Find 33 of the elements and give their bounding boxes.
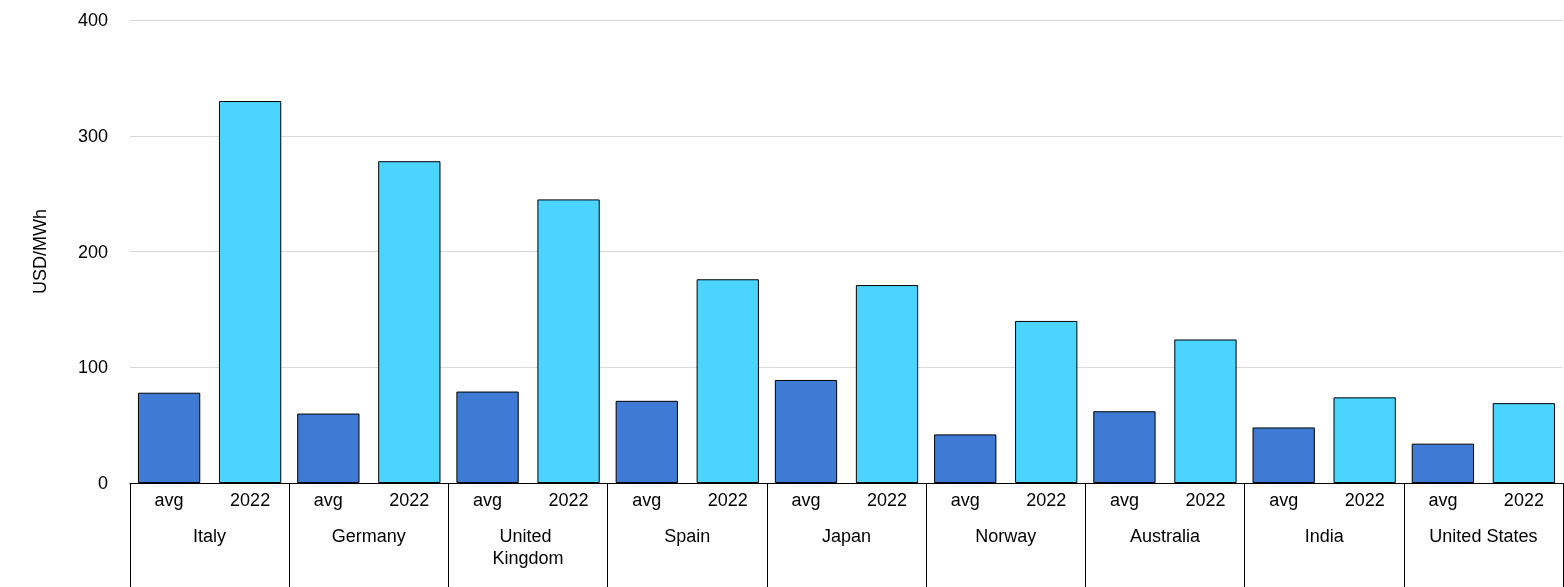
text: 2022 [1344, 490, 1385, 510]
text: avg [1109, 490, 1139, 510]
text: avg [1428, 490, 1458, 510]
text: 2022 [1503, 490, 1544, 510]
x-tick-label: Australia [1129, 526, 1201, 546]
x-tick-label: Spain [664, 526, 711, 546]
text: 2022 [866, 490, 908, 510]
text: avg [313, 490, 343, 510]
x-tick-label: India [1304, 526, 1345, 546]
text: avg [473, 490, 503, 510]
y-tick-label: 0 [97, 473, 108, 493]
x-tick-label: United States [1429, 526, 1538, 546]
text: 2022 [389, 490, 430, 510]
y-tick-label: 100 [77, 357, 108, 378]
y-tick-label: 400 [77, 10, 108, 30]
series-label: avg [154, 490, 184, 510]
x-tick-label: United Kingdom [492, 526, 564, 568]
text: 2022 [1026, 490, 1067, 510]
text: avg [1269, 490, 1299, 510]
x-tick-label: Germany [331, 526, 406, 546]
y-tick-label: 200 [77, 241, 108, 262]
series-label: 2022 [230, 490, 271, 510]
text: 2022 [1185, 490, 1226, 510]
text: avg [950, 490, 980, 510]
text: avg [632, 490, 662, 510]
text: avg [791, 490, 821, 510]
x-tick-label: Norway [975, 526, 1037, 546]
y-tick-label: 300 [77, 125, 108, 146]
x-tick-label: Japan [821, 526, 872, 546]
text: 2022 [707, 490, 748, 510]
x-tick-label: Italy [193, 526, 227, 546]
text: 2022 [548, 490, 589, 510]
y-axis-title: USD/MWh [30, 209, 50, 294]
